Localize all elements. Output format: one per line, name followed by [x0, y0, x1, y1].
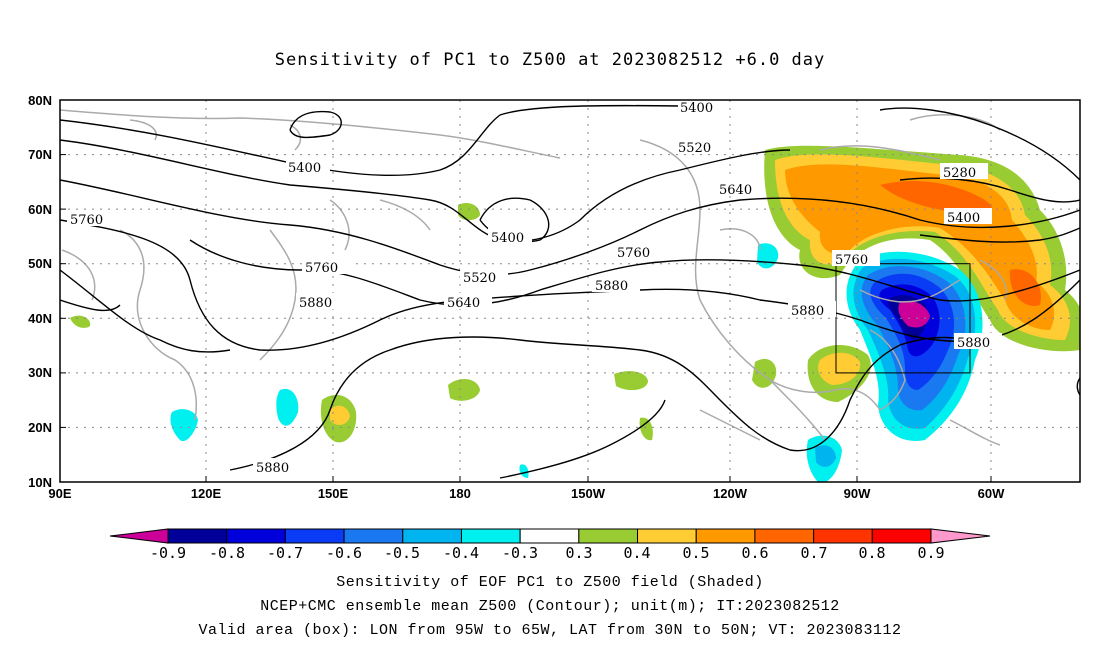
- lat-label-80n: 80N: [28, 93, 52, 108]
- lat-label-20n: 20N: [28, 420, 52, 435]
- lat-label-30n: 30N: [28, 365, 52, 380]
- colorbar-label: 0.6: [741, 544, 768, 562]
- lon-label-120e: 120E: [191, 486, 222, 501]
- contour-label-5400-b: 5400: [288, 161, 321, 176]
- lon-label-120w: 120W: [713, 486, 748, 501]
- lat-label-60n: 60N: [28, 202, 52, 217]
- contour-label-5880-b: 5880: [595, 279, 628, 294]
- colorbar-label: -0.5: [384, 544, 420, 562]
- contour-label-5520-b: 5520: [463, 271, 496, 286]
- colorbar-label: 0.4: [623, 544, 650, 562]
- longitude-labels: 90E 120E 150E 180 150W 120W 90W 60W: [48, 486, 1005, 501]
- colorbar-swatch: [343, 528, 404, 544]
- plot-frame: [59, 99, 1081, 483]
- colorbar-label: -0.6: [326, 544, 362, 562]
- contour-label-5400-a: 5400: [680, 101, 713, 116]
- colorbar-swatch: [695, 528, 756, 544]
- colorbar-label: -0.3: [502, 544, 538, 562]
- colorbar-label: 0.9: [917, 544, 944, 562]
- colorbar: -0.9 -0.8 -0.7 -0.6 -0.5 -0.4 -0.3 0.3 0…: [109, 528, 991, 562]
- contour-labels: 5400 5400 5400 5400 5520 5520 5640 5640 …: [67, 100, 1002, 476]
- colorbar-swatch: [813, 528, 873, 544]
- lon-label-150e: 150E: [318, 486, 349, 501]
- colorbar-swatch: [284, 528, 345, 544]
- colorbar-label: 0.8: [858, 544, 885, 562]
- contour-label-5640-a: 5640: [719, 183, 752, 198]
- colorbar-label: 0.5: [682, 544, 709, 562]
- plot-title: Sensitivity of PC1 to Z500 at 2023082512…: [274, 50, 826, 70]
- contour-label-5880-d: 5880: [957, 336, 990, 351]
- contour-label-5520-a: 5520: [678, 141, 711, 156]
- contour-label-5880-e: 5880: [256, 461, 289, 476]
- colorbar-label: -0.7: [267, 544, 303, 562]
- lat-label-10n: 10N: [28, 475, 52, 490]
- lat-label-70n: 70N: [28, 147, 52, 162]
- caption-shaded: Sensitivity of EOF PC1 to Z500 field (Sh…: [336, 574, 764, 591]
- caption-valid-area: Valid area (box): LON from 95W to 65W, L…: [198, 622, 902, 639]
- contour-label-5880-a: 5880: [299, 296, 332, 311]
- axis-ticks: [60, 99, 992, 482]
- valid-area-box: [835, 263, 971, 374]
- colorbar-label: -0.4: [443, 544, 479, 562]
- lon-label-90e: 90E: [48, 486, 71, 501]
- colorbar-swatch: [637, 528, 697, 544]
- lon-label-180: 180: [449, 486, 471, 501]
- contour-label-5280: 5280: [943, 166, 976, 181]
- lon-label-150w: 150W: [571, 486, 606, 501]
- contour-label-5760-b: 5760: [305, 261, 338, 276]
- lon-label-90w: 90W: [844, 486, 871, 501]
- lon-label-60w: 60W: [978, 486, 1005, 501]
- contour-label-5760-a: 5760: [70, 213, 103, 228]
- colorbar-swatch: [226, 528, 286, 544]
- colorbar-label: -0.9: [150, 544, 186, 562]
- colorbar-swatch: [460, 528, 521, 544]
- colorbar-swatch: [402, 528, 462, 544]
- contour-label-5400-d: 5400: [947, 211, 980, 226]
- colorbar-label: 0.3: [565, 544, 592, 562]
- colorbar-swatch: [871, 528, 932, 544]
- latitude-labels: 80N 70N 60N 50N 40N 30N 20N 10N: [28, 93, 52, 490]
- colorbar-swatch: [519, 528, 580, 544]
- colorbar-high-triangle: [930, 528, 991, 544]
- colorbar-swatch: [578, 528, 639, 544]
- z500-contours: [60, 104, 1080, 479]
- colorbar-swatch: [167, 528, 228, 544]
- colorbar-label: -0.8: [209, 544, 245, 562]
- caption-contour: NCEP+CMC ensemble mean Z500 (Contour); u…: [260, 598, 840, 615]
- contour-label-5400-c: 5400: [491, 231, 524, 246]
- contour-label-5880-c: 5880: [791, 304, 824, 319]
- lat-label-50n: 50N: [28, 256, 52, 271]
- contour-label-5760-d: 5760: [835, 253, 868, 268]
- colorbar-label: 0.7: [800, 544, 827, 562]
- plot-area: 5400 5400 5400 5400 5520 5520 5640 5640 …: [60, 100, 1080, 482]
- colorbar-swatch: [754, 528, 815, 544]
- colorbar-low-triangle: [109, 528, 169, 544]
- contour-label-5760-c: 5760: [617, 246, 650, 261]
- lat-label-40n: 40N: [28, 311, 52, 326]
- contour-label-5640-b: 5640: [447, 296, 480, 311]
